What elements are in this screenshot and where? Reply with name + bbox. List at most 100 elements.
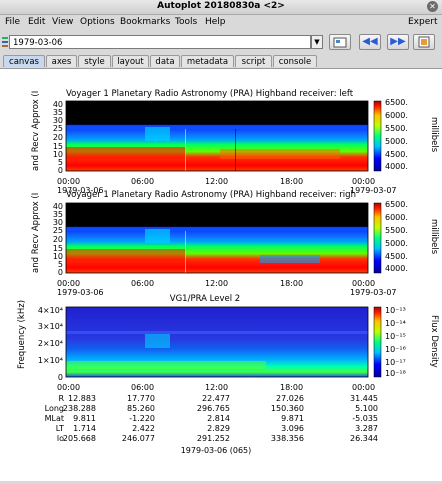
bookmark-icon[interactable] [413, 34, 435, 50]
previous-interval-icon[interactable]: ◀◀ [359, 34, 381, 50]
y-tick: 5 [58, 260, 63, 269]
x-tick: 00:00 [352, 177, 375, 186]
ephem-value: 26.344 [350, 434, 378, 443]
panel3-xticks: 00:00 06:00 12:00 18:00 00:00 [57, 383, 375, 392]
tab-script[interactable]: script [235, 55, 272, 67]
cbar-tick: 5500. [385, 226, 408, 235]
uri-input[interactable]: 1979-03-06 [9, 35, 311, 49]
title-bar: Autoplot 20180830a <2> ✕ [0, 0, 442, 15]
ephem-value: 9.811 [73, 414, 96, 423]
cbar-tick: 6000. [385, 111, 408, 120]
tab-console[interactable]: console [273, 55, 317, 67]
y-tick: 15 [53, 142, 63, 151]
x-tick: 06:00 [131, 177, 154, 186]
panel2-spectrogram[interactable] [66, 203, 368, 273]
ephem-value: 85.260 [127, 404, 155, 413]
x-tick: 00:00 [57, 383, 80, 392]
x-tick: 00:00 [57, 177, 80, 186]
cbar-tick: 10⁻¹⁷ [385, 358, 406, 367]
close-icon[interactable]: ✕ [427, 1, 438, 12]
tab-canvas[interactable]: canvas [3, 55, 45, 67]
y-tick: 25 [53, 226, 63, 235]
y-tick: 20 [53, 235, 63, 244]
cbar-tick: 6000. [385, 213, 408, 222]
ephem-value: 5.100 [355, 404, 378, 413]
menu-tools[interactable]: Tools [175, 17, 198, 27]
ephem-value: 22.477 [202, 394, 230, 403]
cbar-tick: 6500. [385, 98, 408, 107]
ephem-value: 2.814 [207, 414, 230, 423]
cbar-tick: 4500. [385, 150, 408, 159]
y-tick: 0 [58, 373, 63, 382]
panel2-cbar-ticks: 6500. 6000. 5500. 5000. 4500. 4000. [385, 200, 408, 273]
x-tick: 00:00 [352, 383, 375, 392]
y-tick: 25 [53, 124, 63, 133]
panel3-spectrogram[interactable] [66, 307, 368, 377]
ephem-value: 1.714 [73, 424, 96, 433]
y-tick: 2×10⁴ [38, 339, 63, 348]
browse-icon[interactable] [329, 34, 351, 50]
y-tick: 35 [53, 210, 63, 219]
panel3-cbar-ticks: 10⁻¹³ 10⁻¹⁴ 10⁻¹⁵ 10⁻¹⁶ 10⁻¹⁷ 10⁻¹⁸ [385, 306, 406, 378]
menu-file[interactable]: File [5, 17, 21, 27]
window-title: Autoplot 20180830a <2> [157, 1, 285, 11]
menu-edit[interactable]: Edit [28, 17, 46, 27]
datasource-icon [2, 37, 8, 47]
panel2-colorbar [373, 202, 382, 274]
next-interval-icon[interactable]: ▶▶ [387, 34, 409, 50]
x-tick: 12:00 [205, 383, 228, 392]
y-tick: 40 [53, 100, 63, 109]
panel1-cbar-label: millibels [429, 117, 439, 153]
ephem-value: 12.883 [68, 394, 96, 403]
tab-data[interactable]: data [150, 55, 180, 67]
x-tick: 18:00 [280, 383, 303, 392]
y-tick: 10 [53, 252, 63, 261]
ephem-label: lo [57, 434, 64, 443]
menu-bookmarks[interactable]: Bookmarks [120, 17, 171, 27]
uri-dropdown-chevron-down-icon[interactable]: ▼ [311, 35, 323, 49]
x-subtick: 1979-03-07 [350, 288, 397, 297]
menu-help[interactable]: Help [205, 17, 226, 27]
ephem-label: LT [56, 424, 64, 433]
x-subtick: 1979-03-06 [57, 288, 104, 297]
panel3-colorbar [373, 306, 382, 378]
panel1-yticks: 0 5 10 15 20 25 30 35 40 [53, 100, 63, 175]
y-tick: 1×10⁴ [38, 356, 63, 365]
ephem-value: 17.770 [127, 394, 155, 403]
menu-expert[interactable]: Expert [408, 17, 438, 27]
panel1-spectrogram[interactable] [66, 101, 368, 171]
cbar-tick: 5000. [385, 137, 408, 146]
ephemeris-table: R Long MLat LT lo 12.883 238.288 9.811 1… [45, 394, 378, 455]
tab-bar: canvas axes style layout data metadata s… [0, 55, 442, 68]
menu-bar: File Edit View Options Bookmarks Tools H… [0, 15, 442, 31]
plot-svg[interactable]: Voyager 1 Planetary Radio Astronomy (PRA… [0, 69, 442, 481]
y-tick: 4×10⁴ [38, 306, 63, 315]
y-tick: 30 [53, 218, 63, 227]
menu-options[interactable]: Options [80, 17, 115, 27]
tab-layout[interactable]: layout [112, 55, 149, 67]
panel3-yticks: 0 1×10⁴ 2×10⁴ 3×10⁴ 4×10⁴ [38, 306, 63, 382]
cbar-tick: 6500. [385, 200, 408, 209]
ephem-value: 3.096 [281, 424, 304, 433]
y-tick: 0 [58, 166, 63, 175]
ephem-value: 2.829 [207, 424, 230, 433]
ephem-value: 150.360 [271, 404, 304, 413]
ephem-column: 22.477 296.765 2.814 2.829 291.252 [197, 394, 230, 443]
tab-axes[interactable]: axes [46, 55, 77, 67]
ephem-label: R [58, 394, 64, 403]
tab-style[interactable]: style [78, 55, 111, 67]
cbar-tick: 4500. [385, 252, 408, 261]
panel2-ylabel: and Recv Approx (I [31, 193, 41, 273]
menu-view[interactable]: View [52, 17, 74, 27]
cbar-tick: 5500. [385, 124, 408, 133]
panel3-cbar-label: Flux Density [429, 315, 439, 368]
plot-canvas[interactable]: Voyager 1 Planetary Radio Astronomy (PRA… [0, 68, 442, 481]
x-tick: 12:00 [205, 177, 228, 186]
panel1-cbar-ticks: 6500. 6000. 5500. 5000. 4500. 4000. [385, 98, 408, 171]
tab-metadata[interactable]: metadata [181, 55, 234, 67]
ephem-column: 17.770 85.260 -1.220 2.422 246.077 [122, 394, 155, 443]
cbar-tick: 10⁻¹⁴ [385, 319, 406, 328]
ephem-label: Long [45, 404, 64, 413]
ephem-value: 31.445 [350, 394, 378, 403]
panel1-xticks: 00:00 06:00 12:00 18:00 00:00 1979-03-06… [57, 177, 397, 195]
